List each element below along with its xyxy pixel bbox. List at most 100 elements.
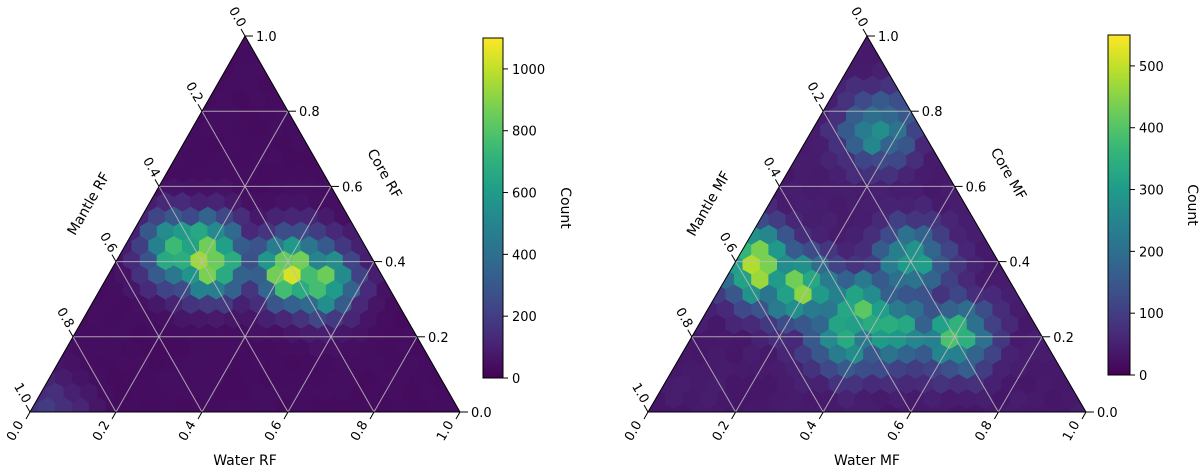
- tick-label-water: 1.0: [434, 419, 457, 444]
- tick-mark: [111, 411, 117, 420]
- tick-label-water: 0.2: [90, 419, 113, 444]
- tick-label-mantle: 0.0: [847, 5, 870, 30]
- axis-label-water: Water MF: [834, 453, 900, 469]
- hexbin-cell: [308, 133, 327, 154]
- hexbin-cell: [914, 403, 933, 412]
- tick-label-mantle: 0.2: [803, 80, 826, 105]
- hexbin-cell: [292, 397, 310, 412]
- hexbin-cell: [325, 397, 344, 412]
- tick-mark: [818, 411, 824, 420]
- tick-label-mantle: 1.0: [10, 381, 33, 406]
- colorbar-tick-label: 400: [1139, 122, 1164, 137]
- tick-label-mantle: 1.0: [628, 381, 651, 406]
- hexbin-cell: [1070, 403, 1086, 412]
- colorbar-tick-label: 600: [512, 187, 537, 202]
- hexbin-cell: [742, 403, 761, 412]
- hexbin-cell: [673, 403, 692, 412]
- colorbar-tick-label: 100: [1139, 307, 1164, 322]
- hexbin-cell: [368, 235, 386, 257]
- tick-label-water: 1.0: [1060, 419, 1083, 444]
- hexbin-cell: [932, 403, 951, 412]
- hexbin-cell: [742, 194, 761, 216]
- colorbar-tick-label: 200: [1139, 245, 1164, 260]
- colorbar-label: Count: [1184, 184, 1200, 226]
- hexbin-cell: [393, 279, 412, 301]
- grid-line: [287, 261, 375, 413]
- grid-line: [822, 186, 956, 413]
- tick-label-core: 0.6: [966, 180, 987, 195]
- hexbin-cell: [690, 284, 709, 306]
- ternary-frame: [29, 34, 461, 413]
- colorbar-tick-label: 0: [512, 372, 520, 387]
- tick-mark: [687, 329, 693, 338]
- tick-mark: [154, 179, 160, 187]
- hexbin-cell: [880, 403, 899, 412]
- axis-label-water: Water RF: [213, 453, 277, 469]
- tick-label-core: 0.6: [342, 180, 363, 195]
- hexbin-cell: [410, 309, 429, 330]
- tick-mark: [455, 411, 461, 420]
- hexbin-cell: [258, 45, 276, 66]
- hexbin-cell: [308, 397, 327, 412]
- hexbin-cell: [845, 403, 864, 412]
- axis-label-mantle: Mantle MF: [684, 169, 734, 239]
- hexbin-cell: [275, 74, 293, 95]
- hexbin-cell: [690, 403, 709, 412]
- hexbin-cell: [699, 269, 718, 291]
- hexbin-cell: [828, 403, 847, 412]
- hexbin-cell: [72, 397, 90, 412]
- tick-label-water: 0.2: [710, 419, 733, 444]
- tick-mark: [68, 329, 74, 338]
- tick-mark: [731, 411, 737, 420]
- hexbin-cell: [359, 221, 378, 242]
- hexbin-cell: [173, 397, 192, 412]
- hexbin-cell: [707, 254, 726, 276]
- tick-mark: [906, 411, 912, 420]
- colorbar-tick-label: 800: [512, 125, 537, 140]
- hexbin-cell: [759, 403, 778, 412]
- tick-label-water: 0.8: [348, 419, 371, 444]
- tick-mark: [197, 411, 203, 420]
- tick-label-core: 0.2: [1053, 331, 1074, 346]
- colorbar-tick-label: 300: [1139, 184, 1164, 199]
- hexbin-cell: [275, 397, 293, 412]
- tick-mark: [111, 254, 117, 262]
- hexbin-cell: [258, 397, 276, 412]
- hexbin-cell: [452, 382, 460, 403]
- tick-mark: [283, 411, 289, 420]
- hexbin-cell: [889, 60, 907, 82]
- hexbin-cell: [1052, 403, 1071, 412]
- tick-mark: [643, 404, 649, 413]
- hexbin-cell: [325, 162, 344, 183]
- hexbin-cell: [966, 403, 985, 412]
- tick-label-mantle: 0.8: [672, 305, 695, 330]
- hexbin-cell: [648, 403, 657, 412]
- tick-label-water: 0.0: [622, 419, 645, 444]
- tick-label-core: 0.4: [1009, 256, 1030, 271]
- hexbin-cell: [435, 353, 454, 374]
- hexbin-cell: [393, 397, 412, 412]
- tick-label-mantle: 0.6: [716, 230, 739, 255]
- grid-line: [158, 186, 289, 413]
- colorbar: 0 200 400 600 800 1000 Count: [482, 37, 573, 387]
- hexbin-cell: [1035, 403, 1054, 412]
- grid-line: [910, 261, 999, 413]
- tick-label-water: 0.4: [797, 419, 820, 444]
- hexbin-cell: [776, 403, 795, 412]
- tick-mark: [731, 254, 737, 262]
- hexbin-cell: [949, 403, 968, 412]
- grid-line: [997, 336, 1043, 413]
- tick-label-core: 1.0: [878, 30, 899, 45]
- hexbin-cell: [707, 403, 726, 412]
- hexbin-cell: [156, 397, 175, 412]
- grid-line: [778, 186, 912, 413]
- tick-label-water: 0.0: [4, 419, 27, 444]
- colorbar-label: Count: [557, 187, 573, 229]
- hexbin-cell: [317, 148, 336, 169]
- axis-label-core: Core MF: [987, 145, 1029, 202]
- grid-line: [691, 336, 737, 413]
- hexbin-cell: [38, 397, 56, 412]
- tick-label-mantle: 0.4: [139, 155, 162, 180]
- ternary-panel-rf: 0.0 0.0 0.0 0.2 0.2 0.2 0.4 0.4 0.4 0.6 0.6 0.6 0.8 0…: [4, 5, 573, 469]
